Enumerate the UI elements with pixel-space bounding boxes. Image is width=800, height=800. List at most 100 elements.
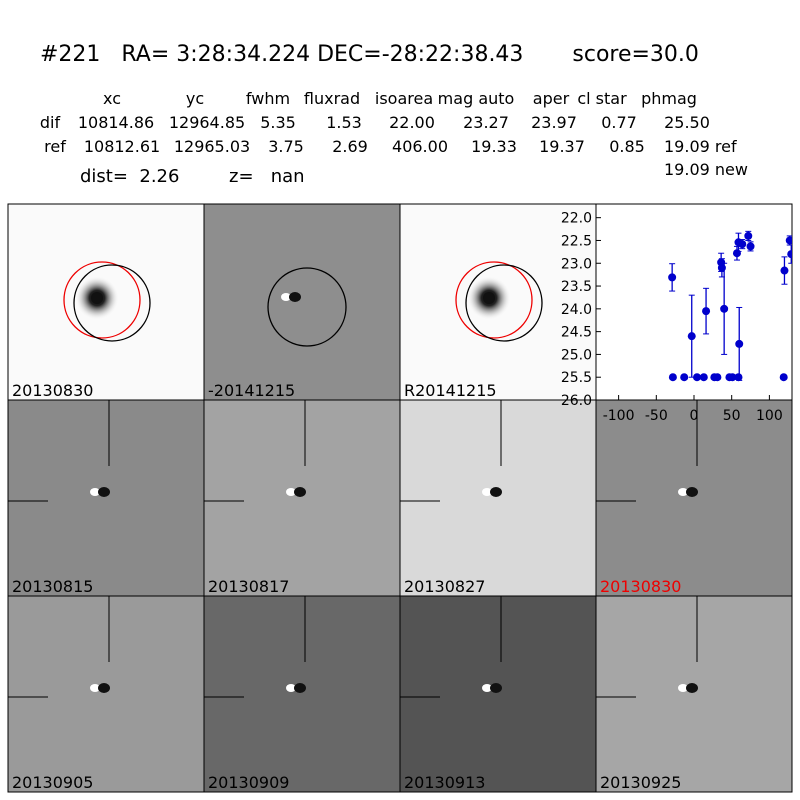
panel-label: 20130913	[404, 773, 485, 792]
point	[687, 332, 696, 341]
point	[728, 373, 737, 382]
table-cell: 2.69	[332, 137, 368, 156]
point	[746, 242, 755, 251]
column-header: fluxrad	[303, 89, 361, 108]
point	[702, 307, 711, 316]
image	[203, 595, 401, 793]
aperture	[73, 264, 151, 342]
source-dark	[294, 683, 306, 693]
panel-label: R20141215	[404, 381, 497, 400]
x-tick-label: 0	[690, 408, 699, 424]
image	[7, 399, 205, 597]
table-cell: 23.97	[531, 113, 577, 132]
y-tick-label: 25.5	[561, 370, 592, 386]
table-cell: 5.35	[260, 113, 296, 132]
column-header: phmag	[641, 89, 697, 108]
column-header: mag auto	[437, 89, 515, 108]
point	[693, 373, 702, 382]
source-dark	[98, 683, 110, 693]
table-cell: 12965.03	[173, 137, 251, 156]
table-cell: 406.00	[392, 137, 448, 156]
y-tick-label: 22.0	[561, 211, 592, 227]
table-cell: 10814.86	[77, 113, 155, 132]
source-bright	[286, 488, 296, 496]
column-header: yc	[185, 89, 205, 108]
column-header: fwhm	[245, 89, 291, 108]
source-bright	[678, 488, 688, 496]
panel-label: 20130830	[600, 577, 681, 596]
panel-label: 20130830	[12, 381, 93, 400]
new-phmag: 19.09 new	[664, 160, 748, 179]
image	[399, 399, 597, 597]
table-cell: 22.00	[389, 113, 435, 132]
column-header: aper	[532, 89, 570, 108]
source-dark	[289, 292, 301, 302]
table-cell: 23.27	[463, 113, 509, 132]
table-cell: dif	[39, 113, 61, 132]
point	[734, 373, 743, 382]
x-tick-label: -50	[645, 408, 668, 424]
image	[399, 595, 597, 793]
image	[203, 203, 401, 401]
source-bright	[678, 684, 688, 692]
y-tick-label: 25.0	[561, 347, 592, 363]
point	[732, 249, 741, 258]
panel-label: 20130905	[12, 773, 93, 792]
source-core	[483, 292, 495, 304]
source-dark	[686, 487, 698, 497]
source-bright	[90, 488, 100, 496]
y-tick-label: 23.0	[561, 256, 592, 272]
x-tick-label: -100	[603, 408, 635, 424]
table-cell: 0.77	[601, 113, 637, 132]
point	[720, 304, 729, 313]
point	[713, 373, 722, 382]
panel-label: -20141215	[208, 381, 295, 400]
table-cell: 25.50	[664, 113, 710, 132]
y-tick-label: 26.0	[561, 393, 592, 409]
column-header: isoarea	[374, 89, 434, 108]
x-tick-label: 100	[756, 408, 783, 424]
table-cell: ref	[44, 137, 66, 156]
aperture	[63, 261, 141, 339]
image	[203, 399, 401, 597]
image	[7, 595, 205, 793]
source-dark	[490, 487, 502, 497]
source-bright	[482, 684, 492, 692]
source-core	[91, 292, 103, 304]
source-bright	[286, 684, 296, 692]
table-cell: 10812.61	[83, 137, 161, 156]
y-tick-label: 24.0	[561, 302, 592, 318]
title: #221 RA= 3:28:34.224 DEC=-28:22:38.43 sc…	[40, 42, 699, 67]
table-cell: 19.37	[539, 137, 585, 156]
point	[699, 373, 708, 382]
point	[668, 373, 677, 382]
point	[780, 266, 789, 275]
table-cell: 19.09 ref	[664, 137, 737, 156]
point	[779, 373, 788, 382]
source-bright	[281, 293, 291, 301]
point	[668, 273, 677, 282]
table-cell: 19.33	[471, 137, 517, 156]
point	[735, 339, 744, 348]
column-header: cl star	[577, 89, 627, 108]
aperture	[465, 264, 543, 342]
y-tick-label: 23.5	[561, 279, 592, 295]
image	[595, 399, 793, 597]
source-bright	[482, 488, 492, 496]
dist: dist= 2.26	[80, 166, 180, 187]
y-tick-label: 22.5	[561, 233, 592, 249]
aperture	[455, 261, 533, 339]
table-cell: 1.53	[326, 113, 362, 132]
point	[744, 231, 753, 240]
panel-label: 20130909	[208, 773, 289, 792]
y-tick-label: 24.5	[561, 325, 592, 341]
panel-label: 20130925	[600, 773, 681, 792]
source-dark	[98, 487, 110, 497]
point	[738, 240, 747, 249]
plot-area	[595, 203, 793, 401]
point	[785, 236, 792, 245]
panel-label: 20130817	[208, 577, 289, 596]
column-header: xc	[103, 89, 121, 108]
panel-label: 20130815	[12, 577, 93, 596]
